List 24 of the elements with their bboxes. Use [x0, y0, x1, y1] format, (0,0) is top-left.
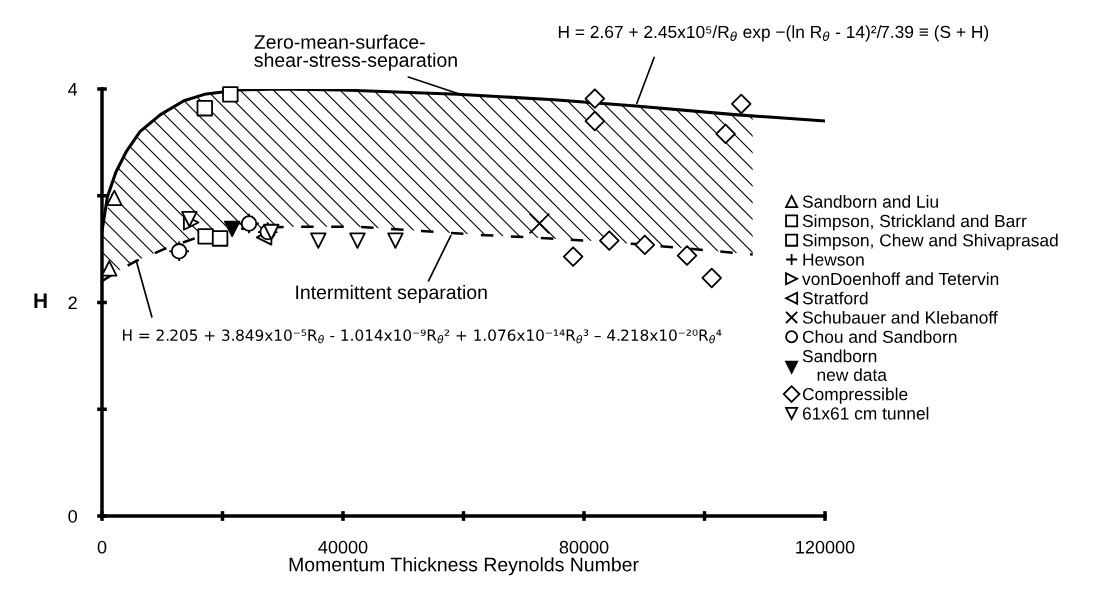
legend-label: vonDoenhoff and Tetervin: [802, 272, 999, 286]
legend-label: Sandborn new data: [802, 349, 887, 382]
text: H = 2.205 + 3.849x10⁻⁵R$_{θ}$ - 1.014x10⁻⁹R$_{θ}$² + 1.076x10⁻¹⁴R$_{θ}$³ – 4.218x10⁻²⁰R$_{θ}$⁴: [123, 329, 722, 344]
legend-label: Compressible: [802, 387, 908, 404]
annotation: Intermittent separation: [296, 284, 487, 304]
legend-label: Simpson, Strickland and Barr: [802, 214, 1027, 231]
x-tick-label: 120000: [796, 540, 855, 554]
y-tick-label: 2: [68, 296, 77, 310]
x-tick-label: 0: [97, 540, 107, 554]
annotation: Zero-mean-surface- shear-stress-separation: [254, 34, 457, 71]
legend-label: Stratford: [802, 291, 868, 305]
legend-label: 61x61 cm tunnel: [802, 406, 929, 420]
x-tick-label: 80000: [559, 540, 609, 554]
legend-label: Schubauer and Klebanoff: [802, 310, 998, 324]
x-tick-label: 40000: [318, 540, 368, 554]
y-axis-title: H: [34, 293, 47, 308]
x-axis-title: Momentum Thickness Reynolds Number: [289, 557, 639, 576]
legend-label: Simpson, Chew and Shivaprasad: [802, 233, 1058, 250]
y-tick-label: 0: [68, 509, 77, 523]
legend-label: Sandborn and Liu: [802, 195, 938, 208]
y-tick-label: 4: [68, 83, 78, 96]
legend-label: Hewson: [803, 253, 864, 266]
legend-label: Chou and Sandborn: [802, 330, 957, 344]
annotation: H = 2.67 + 2.45x10⁵/R$_{θ}$ exp −(ln R$_{θ}$ - 14)²/7.39 ≡ (S + H): [558, 25, 989, 42]
